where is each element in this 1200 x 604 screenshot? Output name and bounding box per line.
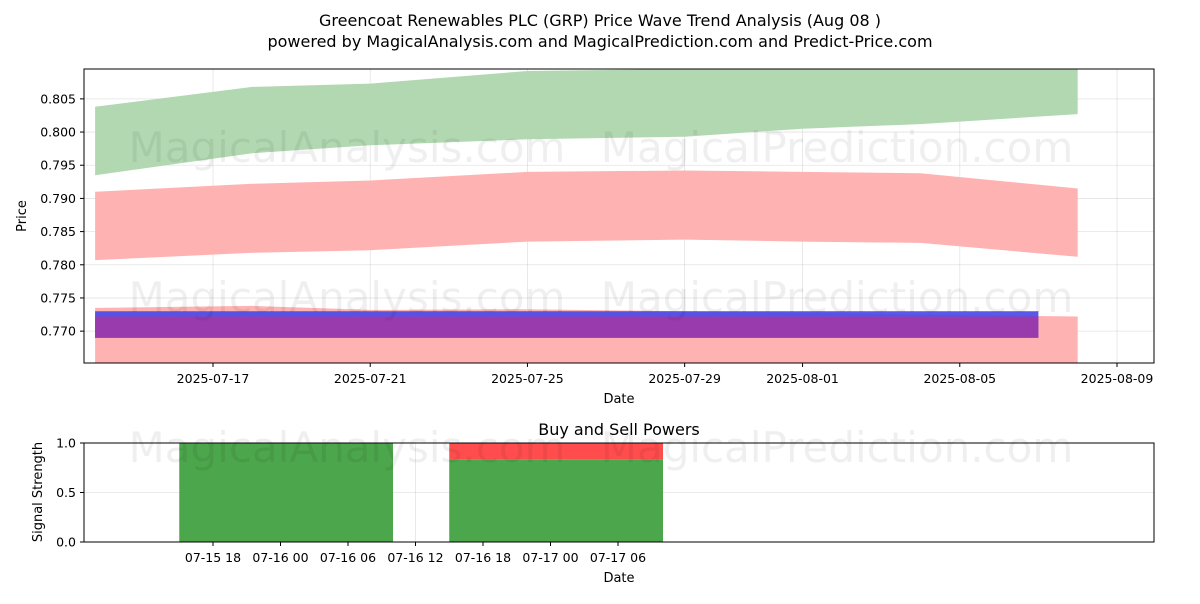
watermark-analysis-3: MagicalAnalysis.com <box>129 423 566 472</box>
watermark-analysis-2: MagicalAnalysis.com <box>129 273 566 322</box>
price-y-tick-label: 0.795 <box>40 158 76 173</box>
price-y-tick-label: 0.785 <box>40 224 76 239</box>
watermark-prediction-3: MagicalPrediction.com <box>601 423 1074 472</box>
price-x-tick-label: 2025-07-29 <box>648 371 721 386</box>
price-y-tick-label: 0.780 <box>40 257 76 272</box>
price-y-tick-label: 0.800 <box>40 125 76 140</box>
signal-y-tick-label: 0.5 <box>56 485 76 500</box>
signal-x-tick-label: 07-17 06 <box>590 550 646 565</box>
chart-subtitle: powered by MagicalAnalysis.com and Magic… <box>267 32 932 51</box>
signal-x-ticks: 07-15 18 07-16 00 07-16 06 07-16 12 07-16 18… <box>185 542 646 565</box>
signal-x-tick-label: 07-17 00 <box>522 550 578 565</box>
price-band <box>95 170 1078 261</box>
signal-x-tick-label: 07-16 12 <box>387 550 443 565</box>
price-y-label: Price <box>15 200 30 232</box>
sell-power-bar <box>449 443 663 460</box>
price-x-tick-label: 2025-07-25 <box>491 371 564 386</box>
signal-x-tick-label: 07-16 06 <box>320 550 376 565</box>
price-x-tick-label: 2025-08-09 <box>1081 371 1154 386</box>
price-ranges <box>95 311 1039 338</box>
signal-title: Buy and Sell Powers <box>538 420 700 439</box>
price-x-ticks: 2025-07-17 2025-07-21 2025-07-25 2025-07-29… <box>177 363 1154 386</box>
buy-power-bar <box>179 443 393 542</box>
price-range-bar <box>95 316 1039 338</box>
price-panel: MagicalAnalysis.com MagicalPrediction.co… <box>15 68 1155 407</box>
signal-bars <box>179 443 663 542</box>
price-y-ticks: 0.770 0.775 0.780 0.785 0.790 0.795 0.800 0.805 <box>40 91 84 339</box>
price-y-tick-label: 0.805 <box>40 91 76 106</box>
price-band <box>95 69 1078 176</box>
price-y-tick-label: 0.790 <box>40 191 76 206</box>
price-y-tick-label: 0.775 <box>40 290 76 305</box>
watermark-prediction-2: MagicalPrediction.com <box>601 273 1074 322</box>
buy-power-bar <box>449 459 663 542</box>
signal-y-ticks: 0.0 0.5 1.0 <box>56 436 84 550</box>
signal-y-label: Signal Strength <box>31 442 46 542</box>
price-plot-frame <box>83 68 1155 364</box>
watermark-prediction: MagicalPrediction.com <box>601 123 1074 172</box>
price-x-tick-label: 2025-07-21 <box>334 371 407 386</box>
signal-y-tick-label: 1.0 <box>56 436 76 451</box>
price-x-tick-label: 2025-08-05 <box>923 371 996 386</box>
price-y-tick-label: 0.770 <box>40 324 76 339</box>
watermark-analysis: MagicalAnalysis.com <box>129 123 566 172</box>
signal-x-tick-label: 07-16 18 <box>455 550 511 565</box>
signal-y-tick-label: 0.0 <box>56 535 76 550</box>
chart-title: Greencoat Renewables PLC (GRP) Price Wav… <box>319 11 881 30</box>
price-x-label: Date <box>603 392 634 407</box>
signal-x-label: Date <box>603 571 634 586</box>
price-x-tick-label: 2025-08-01 <box>766 371 839 386</box>
price-x-tick-label: 2025-07-17 <box>177 371 250 386</box>
signal-x-tick-label: 07-15 18 <box>185 550 241 565</box>
signal-x-tick-label: 07-16 00 <box>252 550 308 565</box>
signal-panel: Buy and Sell Powers MagicalAnalysis.com … <box>31 420 1155 586</box>
